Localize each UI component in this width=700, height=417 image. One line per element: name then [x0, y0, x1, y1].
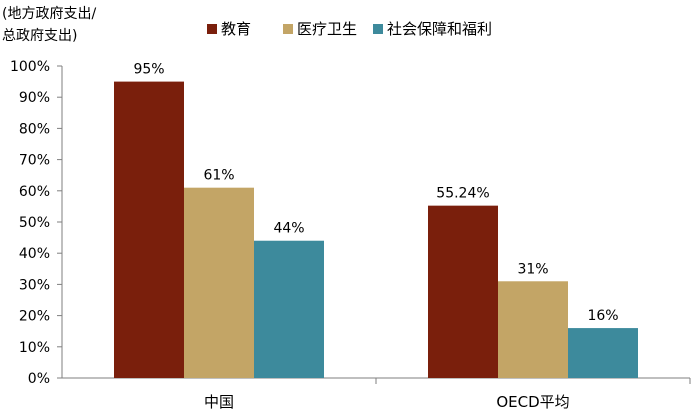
y-tick-label: 40%: [19, 246, 50, 262]
x-category-label: 中国: [204, 393, 234, 411]
legend: 教育 医疗卫生 社会保障和福利: [207, 20, 492, 38]
y-tick-label: 100%: [10, 59, 50, 75]
legend-swatch: [373, 24, 383, 34]
bar: [428, 205, 498, 378]
bar: [498, 281, 568, 378]
y-axis-title-line-2: 总政府支出): [2, 28, 77, 44]
y-tick-label: 10%: [19, 340, 50, 356]
data-labels: 95% 61% 44% 55.24% 31% 16%: [133, 62, 618, 324]
y-tick-label: 20%: [19, 309, 50, 325]
y-tick-label: 60%: [19, 184, 50, 200]
data-label: 55.24%: [436, 186, 489, 202]
legend-label: 医疗卫生: [297, 20, 357, 38]
y-tick-label: 80%: [19, 121, 50, 137]
legend-label: 教育: [221, 20, 251, 38]
data-label: 31%: [517, 261, 548, 277]
data-label: 61%: [203, 168, 234, 184]
y-tick-label: 90%: [19, 90, 50, 106]
legend-label: 社会保障和福利: [387, 20, 492, 38]
y-axis-title: (地方政府支出/ 总政府支出): [2, 6, 96, 44]
x-category-label: OECD平均: [496, 393, 569, 411]
y-tick-labels: 0% 10% 20% 30% 40% 50% 60% 70% 80% 90% 100%: [10, 59, 50, 387]
y-tick-label: 70%: [19, 153, 50, 169]
y-tick-label: 30%: [19, 277, 50, 293]
bars: [114, 81, 638, 378]
data-label: 16%: [587, 308, 618, 324]
x-category-labels: 中国 OECD平均: [204, 393, 570, 411]
legend-swatch: [207, 24, 217, 34]
legend-swatch: [283, 24, 293, 34]
bar: [568, 328, 638, 378]
bar: [254, 240, 324, 378]
y-axis-title-line-1: (地方政府支出/: [2, 6, 96, 22]
data-label: 95%: [133, 62, 164, 78]
bar: [114, 81, 184, 378]
y-tick-label: 0%: [28, 371, 50, 387]
y-tick-label: 50%: [19, 215, 50, 231]
bar: [184, 187, 254, 378]
data-label: 44%: [273, 221, 304, 237]
